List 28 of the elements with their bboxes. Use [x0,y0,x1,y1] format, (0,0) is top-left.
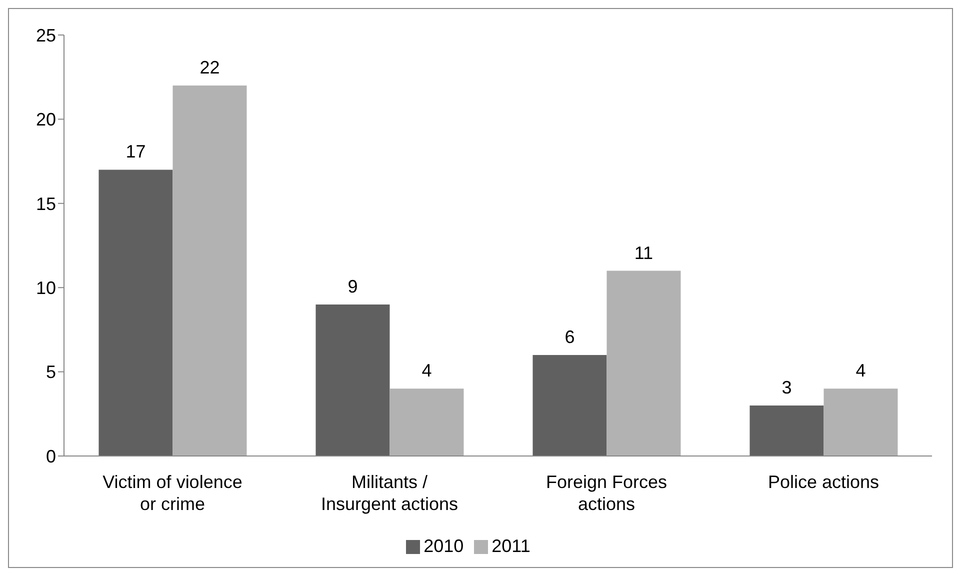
data-label: 4 [422,360,432,381]
bar [750,405,824,456]
legend-label: 2010 [424,536,464,556]
y-tick-label: 5 [46,362,56,382]
bar [316,304,390,456]
x-tick-label: Militants / Insurgent actions [320,472,458,514]
x-tick-label: Police actions [768,472,880,492]
data-label: 11 [634,242,654,263]
legend-label: 2011 [492,536,530,556]
data-label: 17 [126,142,146,162]
y-tick-label: 10 [36,278,56,298]
data-label: 3 [782,377,792,398]
x-tick-label: Victim of violence or crime [102,472,242,514]
y-tick-label: 20 [36,110,56,130]
bar [532,354,607,456]
bar [390,388,464,456]
bar [824,388,898,456]
data-label: 4 [856,360,866,381]
bar [98,170,173,456]
x-tick-label: Foreign Forces actions [546,472,668,514]
y-tick-label: 25 [36,25,56,46]
data-label: 22 [200,58,220,78]
data-label: 9 [348,276,358,296]
data-label: 6 [564,326,575,347]
bar [172,86,247,456]
y-tick-label: 15 [36,194,56,214]
bar [606,270,681,456]
y-tick-label: 0 [46,446,56,466]
